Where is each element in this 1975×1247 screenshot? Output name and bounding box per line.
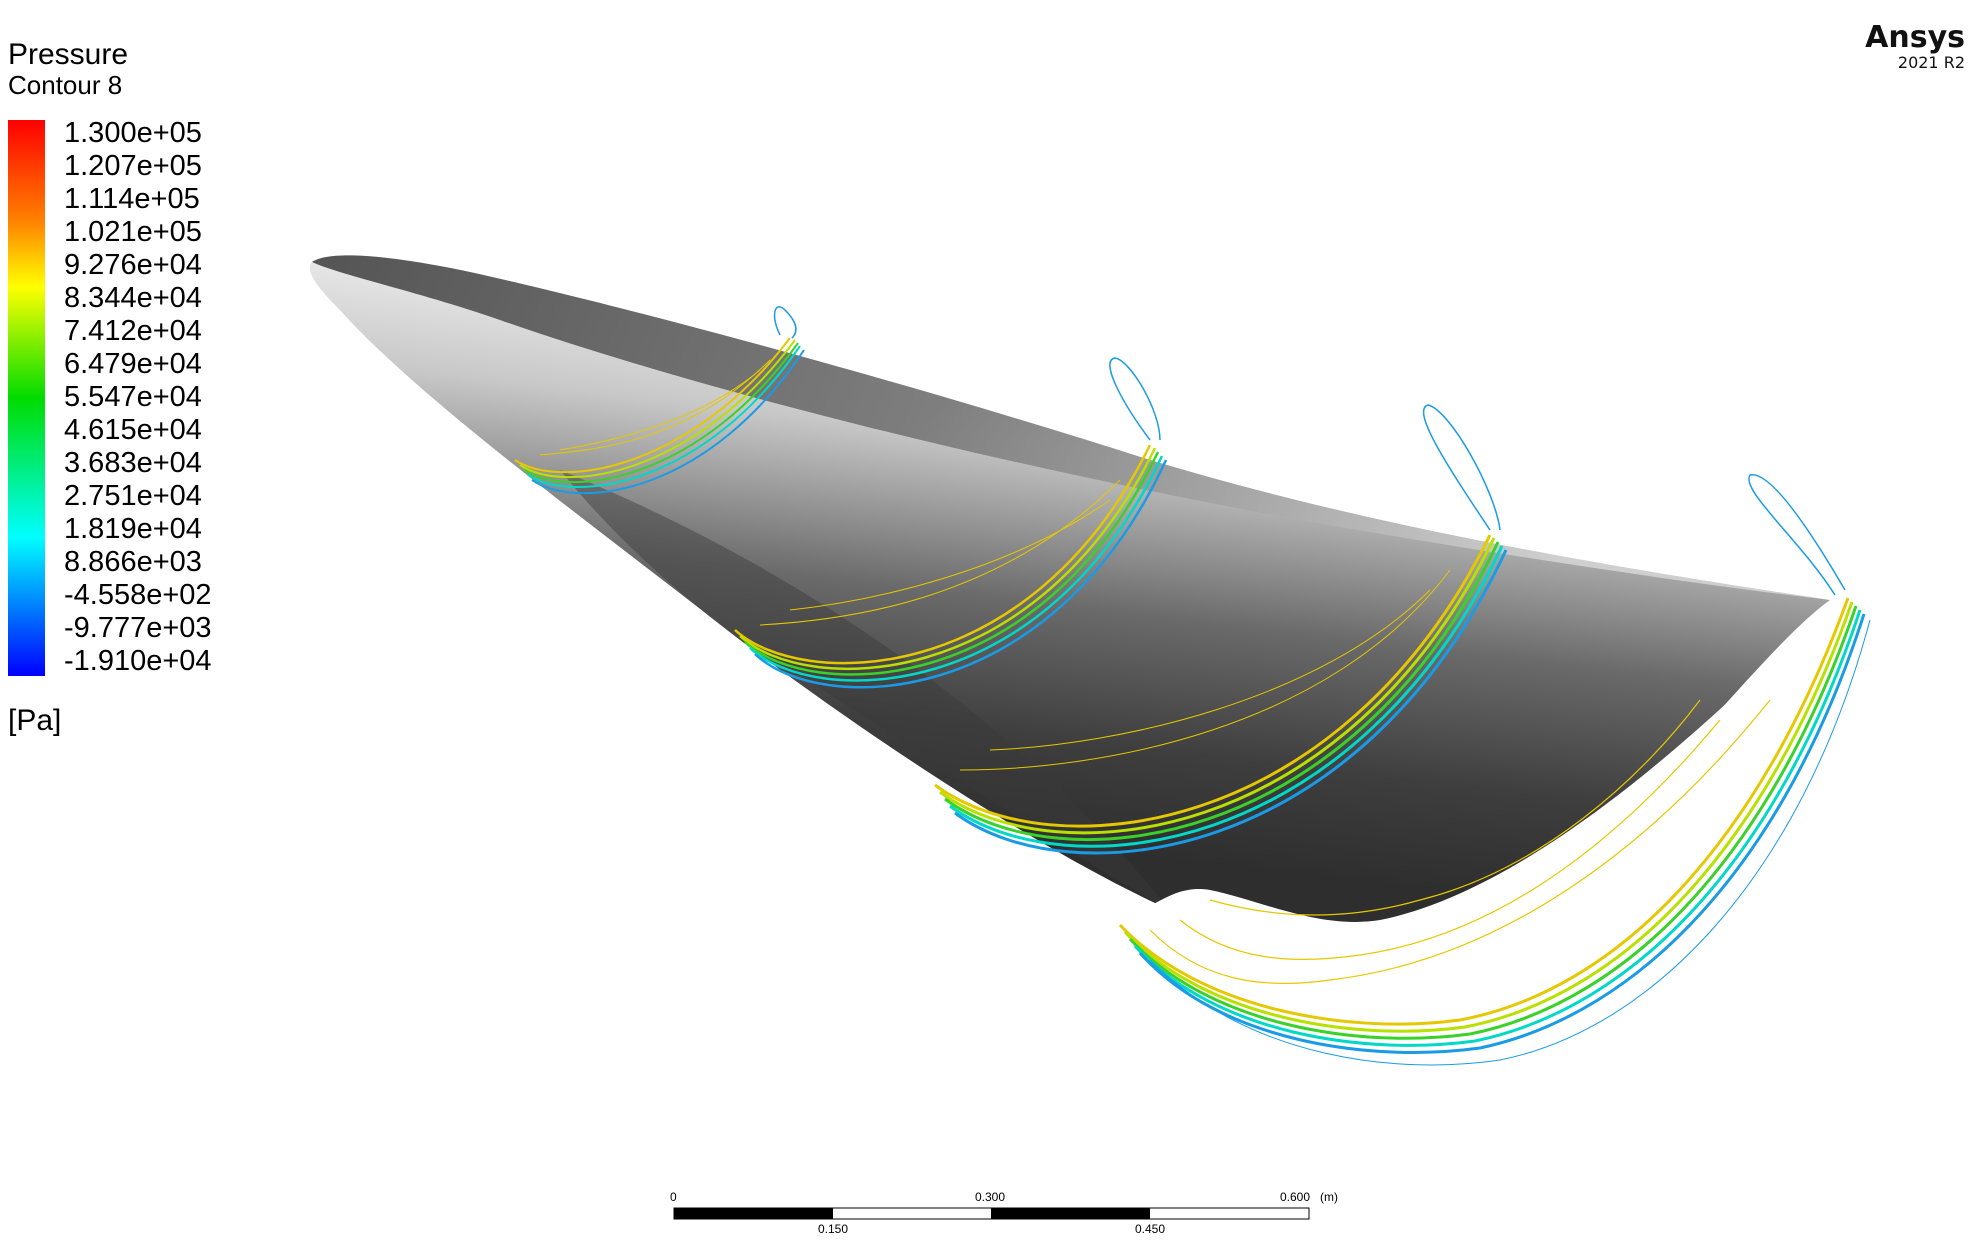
contour-slice-4 <box>1118 474 1871 1066</box>
legend-level-label: 1.300e+05 <box>64 117 202 149</box>
scale-unit: (m) <box>1320 1190 1338 1204</box>
legend-level-label: 1.819e+04 <box>64 513 202 545</box>
legend-level-label: 1.114e+05 <box>64 183 200 215</box>
legend-level-label: 9.276e+04 <box>64 249 202 281</box>
legend-level-label: -1.910e+04 <box>64 645 212 677</box>
legend-level-label: 1.207e+05 <box>64 150 202 182</box>
scale-label-300: 0.300 <box>975 1190 1006 1204</box>
legend-level-label: 8.866e+03 <box>64 546 202 578</box>
scale-label-450: 0.450 <box>1135 1222 1166 1236</box>
legend-level-label: -9.777e+03 <box>64 612 212 644</box>
legend-level-label: 4.615e+04 <box>64 414 202 446</box>
scale-label-600: 0.600 <box>1280 1190 1311 1204</box>
scale-label-150: 0.150 <box>818 1222 849 1236</box>
color-bar <box>8 120 45 676</box>
legend-level-label: 7.412e+04 <box>64 315 202 347</box>
legend-subtitle: Contour 8 <box>8 70 123 100</box>
legend-unit: [Pa] <box>8 704 62 737</box>
legend-level-label: 8.344e+04 <box>64 282 202 314</box>
contour-slice-3 <box>934 404 1508 855</box>
legend-level-label: 1.021e+05 <box>64 216 202 248</box>
legend-level-label: 2.751e+04 <box>64 480 202 512</box>
brand: Ansys 2021 R2 <box>1865 22 1965 72</box>
contour-slice-2 <box>734 357 1168 689</box>
legend-title: Pressure <box>8 38 129 71</box>
legend-level-label: 5.547e+04 <box>64 381 202 413</box>
legend-level-label: 6.479e+04 <box>64 348 202 380</box>
scale-label-0: 0 <box>670 1190 677 1204</box>
brand-version: 2021 R2 <box>1897 53 1965 72</box>
legend-level-label: 3.683e+04 <box>64 447 202 479</box>
brand-name: Ansys <box>1865 20 1965 55</box>
contour-slice-1 <box>514 306 805 495</box>
legend-level-label: -4.558e+02 <box>64 579 212 611</box>
